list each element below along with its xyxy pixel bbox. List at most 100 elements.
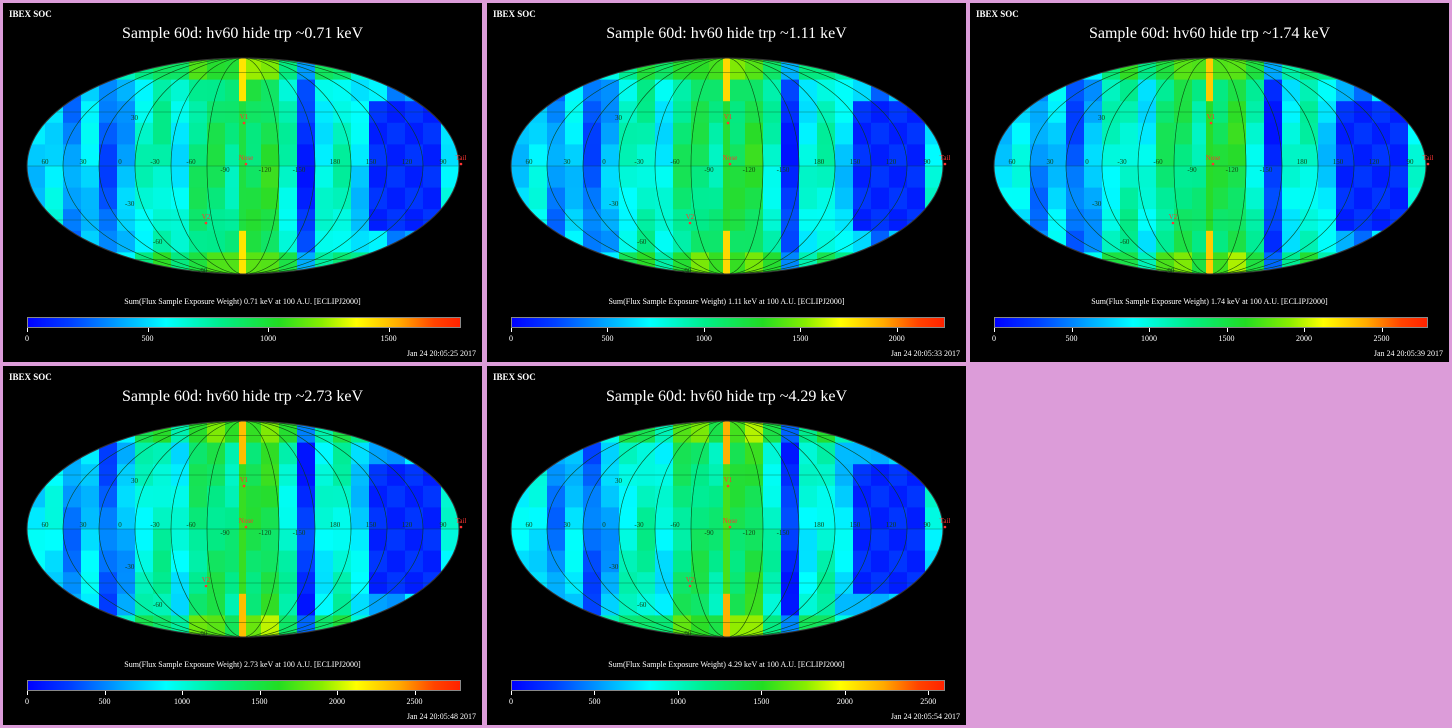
heatmap-cell: [529, 529, 548, 552]
longitude-label: 120: [402, 521, 413, 529]
heatmap-cell: [1048, 79, 1067, 102]
heatmap-cell: [723, 529, 730, 552]
heatmap-cell: [673, 593, 692, 616]
heatmap-cell: [153, 122, 172, 145]
heatmap-cell: [529, 122, 548, 145]
heatmap-cell: [889, 144, 908, 167]
heatmap-cell: [853, 485, 872, 508]
heatmap-cell: [189, 79, 208, 102]
heatmap-cell: [99, 252, 118, 274]
latitude-label: -90: [1165, 267, 1175, 275]
heatmap-cell: [279, 615, 298, 637]
heatmap-cell: [547, 230, 566, 253]
heatmap-cell: [279, 166, 298, 189]
timestamp: Jan 24 20:05:33 2017: [890, 349, 960, 358]
heatmap-cell: [63, 593, 82, 616]
colorbar: [511, 680, 945, 691]
heatmap-cell: [1282, 122, 1301, 145]
heatmap-cell: [1066, 58, 1085, 81]
marker-dot: [204, 584, 208, 588]
heatmap-cell: [45, 79, 64, 102]
heatmap-cell: [1300, 166, 1319, 189]
heatmap-cell: [619, 572, 638, 595]
heatmap-cell: [565, 615, 584, 637]
colorbar-label: Sum(Flux Sample Exposure Weight) 2.73 ke…: [124, 660, 361, 669]
heatmap-cell: [1102, 230, 1121, 253]
heatmap-cell: [297, 593, 316, 616]
heatmap-cell: [1228, 144, 1247, 167]
marker-dot: [726, 121, 730, 125]
latitude-label: -90: [198, 630, 208, 638]
heatmap-cell: [637, 187, 656, 210]
heatmap-cell: [691, 572, 710, 595]
latitude-label: -90: [682, 630, 692, 638]
heatmap-cell: [1012, 144, 1031, 167]
heatmap-cell: [799, 485, 818, 508]
heatmap-cell: [637, 122, 656, 145]
heatmap-cell: [601, 187, 620, 210]
marker-dot: [244, 162, 248, 166]
heatmap-cell: [583, 550, 602, 573]
heatmap-cell: [1372, 252, 1391, 274]
heatmap-cell: [351, 230, 370, 253]
heatmap-cell: [279, 144, 298, 167]
heatmap-cell: [727, 507, 746, 530]
heatmap-cell: [45, 252, 64, 274]
heatmap-cell: [853, 144, 872, 167]
heatmap-cell: [1408, 166, 1426, 189]
latitude-label: -30: [609, 563, 619, 571]
heatmap-cell: [189, 252, 208, 274]
heatmap-cell: [799, 252, 818, 274]
panel-header: IBEX SOC: [9, 9, 52, 19]
heatmap-cell: [547, 572, 566, 595]
heatmap-cell: [1192, 58, 1211, 81]
longitude-label: 150: [366, 158, 377, 166]
heatmap-cell: [1210, 58, 1229, 81]
colorbar-tick: [259, 691, 261, 695]
heatmap-cell: [1336, 58, 1355, 81]
heatmap-cell: [565, 442, 584, 465]
heatmap-cell: [171, 79, 190, 102]
plot-panel: IBEX SOC Sample 60d: hv60 hide trp ~1.11 …: [487, 3, 966, 362]
heatmap-cell: [1318, 230, 1337, 253]
heatmap-cell: [511, 464, 530, 487]
heatmap-cell: [81, 507, 100, 530]
heatmap-cell: [1264, 122, 1283, 145]
heatmap-cell: [637, 485, 656, 508]
heatmap-cell: [745, 187, 764, 210]
colorbar-label: Sum(Flux Sample Exposure Weight) 4.29 ke…: [608, 660, 845, 669]
colorbar-tick-label: 500: [141, 334, 154, 343]
heatmap-cell: [239, 187, 246, 210]
colorbar-tick: [511, 328, 512, 332]
heatmap-cell: [99, 572, 118, 595]
heatmap-cell: [871, 79, 890, 102]
marker-dot: [688, 221, 692, 225]
heatmap-cell: [723, 593, 730, 616]
heatmap-cell: [27, 421, 46, 444]
heatmap-cell: [99, 144, 118, 167]
plot-title: Sample 60d: hv60 hide trp ~1.11 keV: [606, 25, 847, 42]
heatmap-cell: [835, 79, 854, 102]
heatmap-cell: [1300, 58, 1319, 81]
heatmap-cell: [1354, 79, 1373, 102]
heatmap-cell: [45, 529, 64, 552]
panel-header: IBEX SOC: [493, 372, 536, 382]
heatmap-cell: [723, 230, 730, 253]
heatmap-cell: [547, 507, 566, 530]
heatmap-cell: [261, 187, 280, 210]
heatmap-cell: [315, 166, 334, 189]
heatmap-cell: [889, 529, 908, 552]
colorbar-ticks: 0 500 1000 1500: [25, 328, 461, 346]
heatmap-cell: [1138, 79, 1157, 102]
heatmap-cell: [925, 464, 943, 487]
latitude-label: -60: [1120, 238, 1130, 246]
heatmap-cell: [655, 593, 674, 616]
heatmap-cell: [871, 485, 890, 508]
heatmap-cell: [207, 187, 226, 210]
panel-header: IBEX SOC: [9, 372, 52, 382]
heatmap-cell: [1174, 122, 1193, 145]
heatmap-cell: [423, 485, 442, 508]
heatmap-cell: [1192, 144, 1211, 167]
heatmap-cell: [99, 615, 118, 637]
longitude-label: -150: [293, 529, 306, 537]
